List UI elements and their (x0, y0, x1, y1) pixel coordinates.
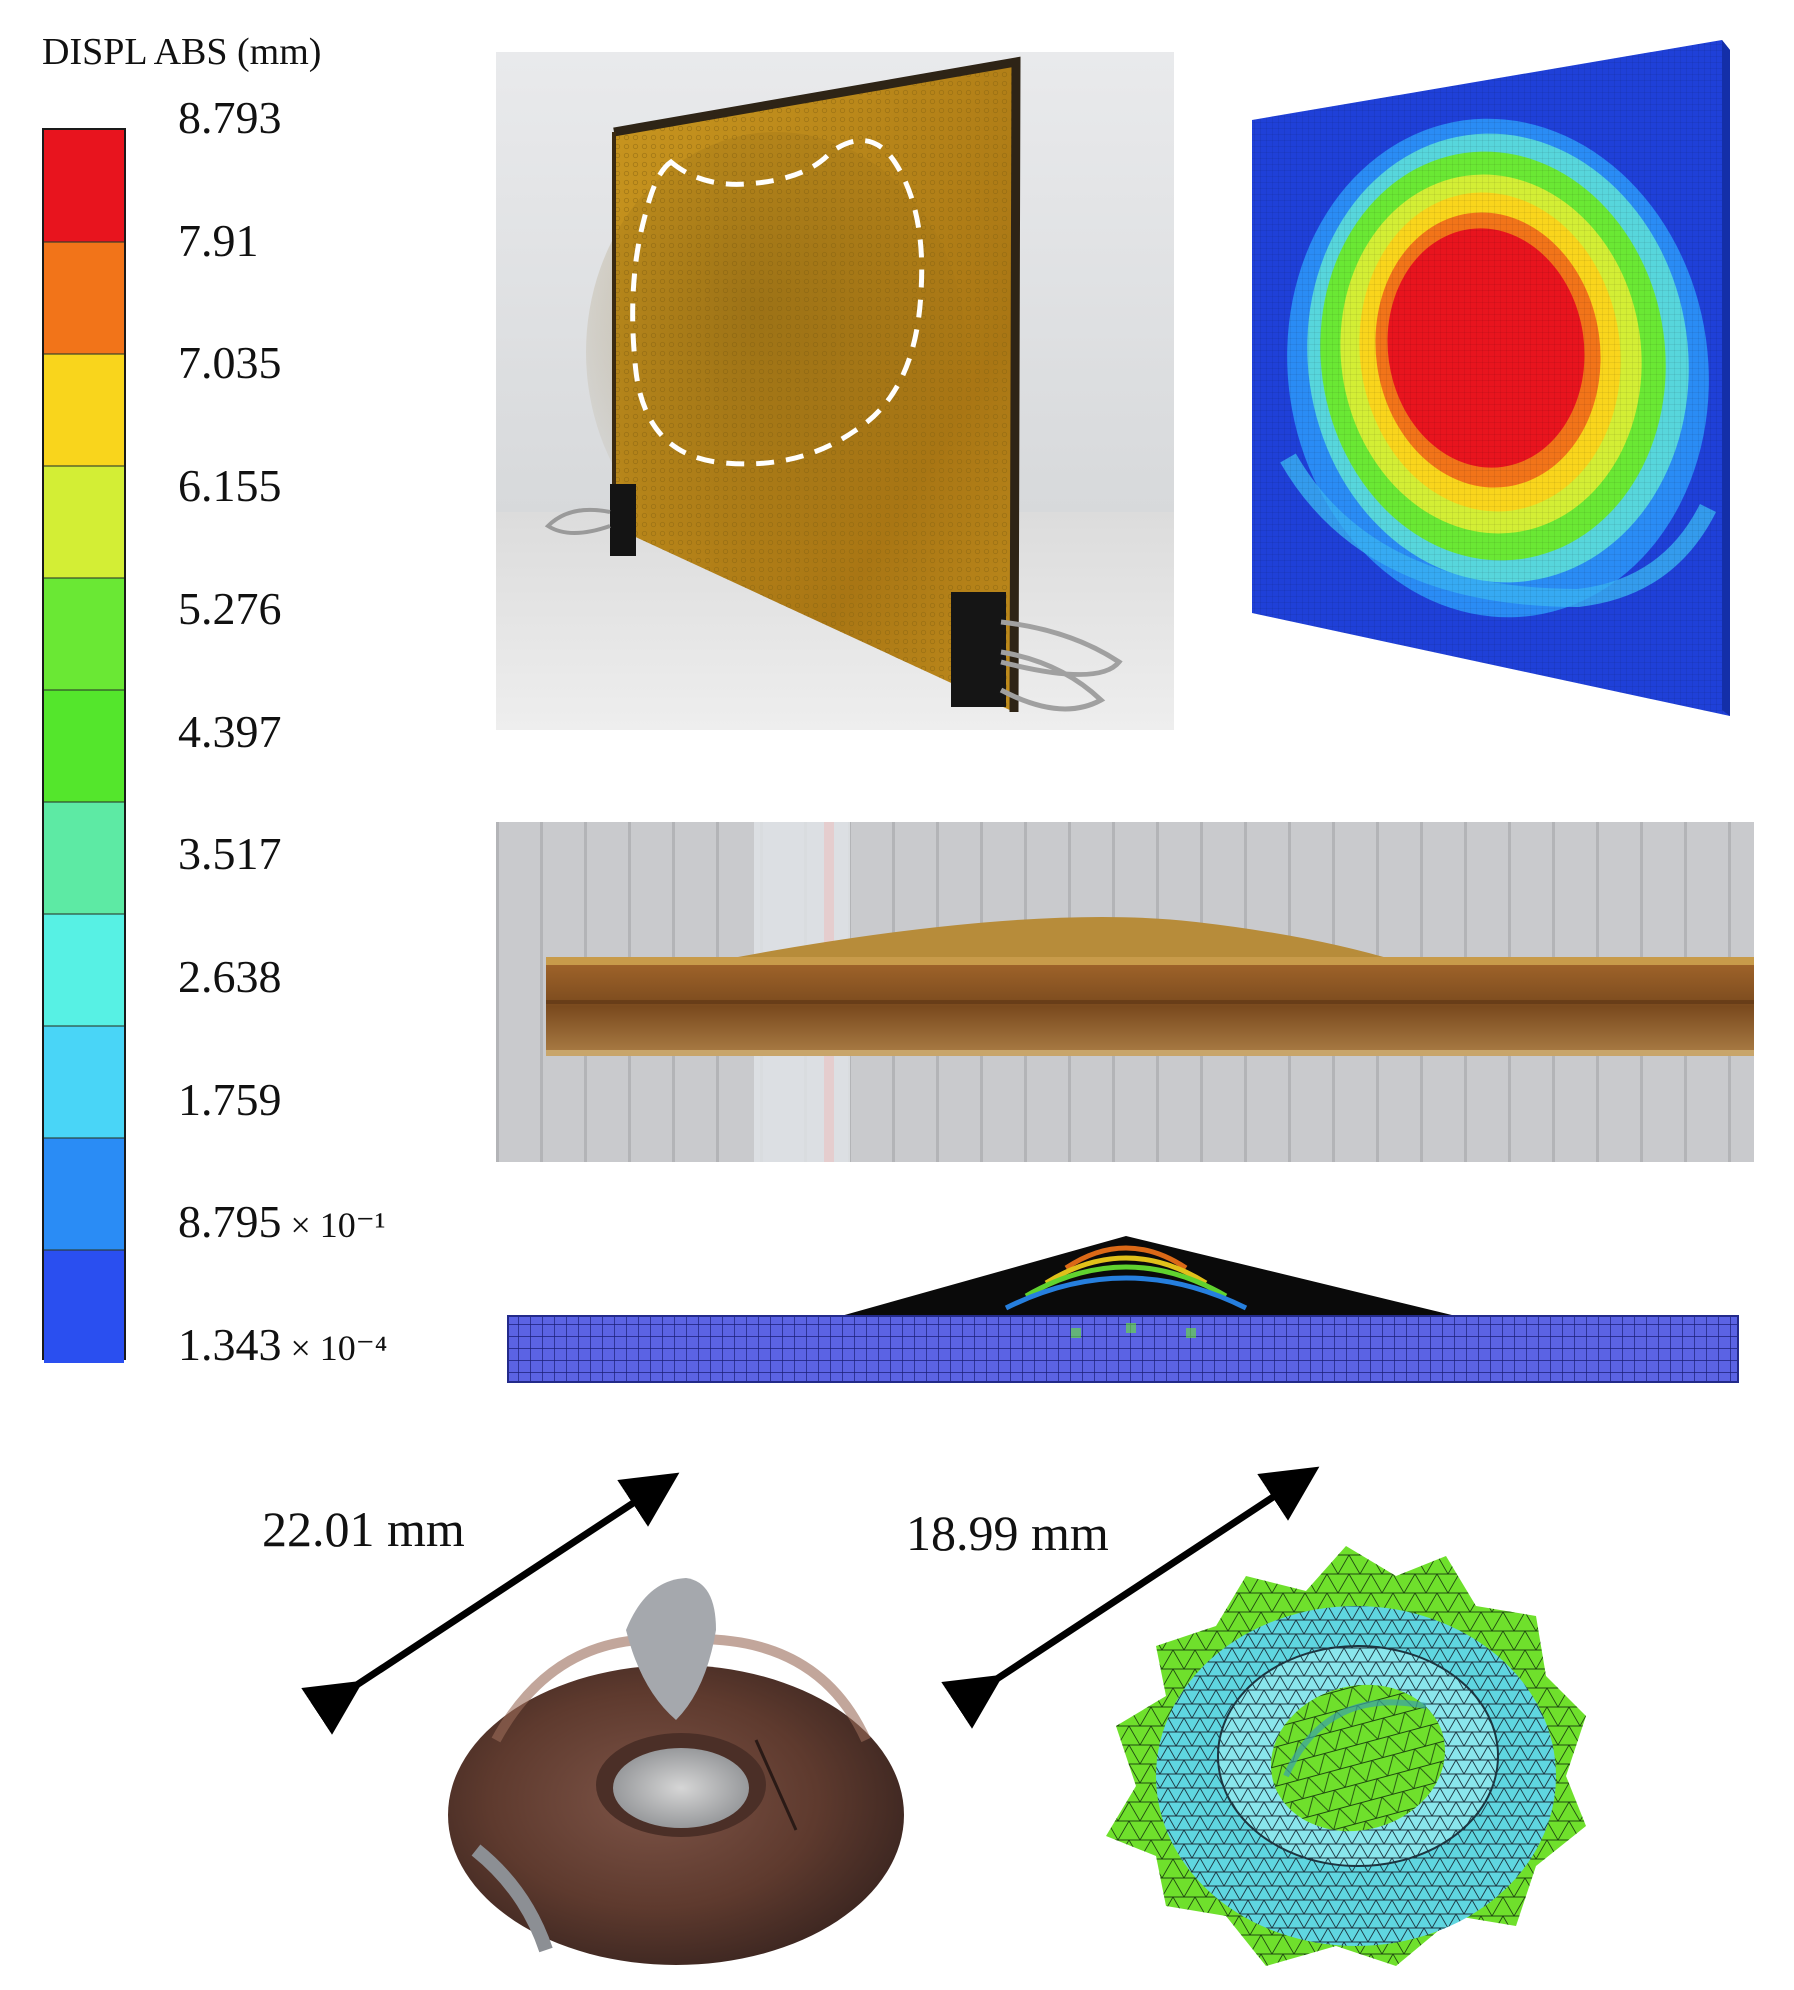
displacement-colorbar (42, 128, 126, 1363)
experiment-plate-photo (496, 52, 1174, 730)
colorbar-band (44, 802, 124, 915)
colorbar-tick-label: 3.517 (178, 831, 282, 877)
colorbar-tick-label: 8.795 × 10⁻¹ (178, 1199, 386, 1245)
colorbar-band (44, 1250, 124, 1363)
tick-value: 1.343 (178, 1319, 282, 1370)
colorbar-band-divider (44, 913, 124, 915)
experiment-dimension-label: 22.01 mm (262, 1501, 465, 1557)
colorbar-band-divider (44, 465, 124, 467)
colorbar-tick-label: 1.343 × 10⁻⁴ (178, 1322, 387, 1368)
colorbar-band (44, 690, 124, 803)
tick-value: 7.035 (178, 337, 282, 389)
colorbar-band (44, 914, 124, 1027)
tick-value: 3.517 (178, 828, 282, 880)
colorbar-tick-label: 1.759 (178, 1073, 282, 1125)
colorbar-band (44, 578, 124, 691)
colorbar-band-divider (44, 577, 124, 579)
colorbar-band-divider (44, 1137, 124, 1139)
colorbar-band-divider (44, 1025, 124, 1027)
colorbar-band (44, 354, 124, 467)
tick-value: 7.91 (178, 214, 259, 266)
tick-exponent: × 10⁻¹ (281, 1205, 386, 1246)
colorbar-band-divider (44, 689, 124, 691)
tick-value: 2.638 (178, 950, 282, 1002)
tick-value: 8.795 (178, 1196, 282, 1248)
colorbar-band-divider (44, 353, 124, 355)
colorbar-tick-label: 4.397 (178, 705, 282, 757)
tick-value: 5.276 (178, 582, 282, 634)
simulation-projectile-mesh (1096, 1536, 1602, 1980)
colorbar-band-divider (44, 801, 124, 803)
colorbar-band (44, 130, 124, 243)
colorbar-tick-label: 5.276 (178, 582, 282, 634)
colorbar-band (44, 466, 124, 579)
colorbar-band (44, 1138, 124, 1251)
colorbar-tick-label: 8.793 (178, 95, 282, 141)
tick-value: 8.793 (178, 92, 282, 143)
legend-title: DISPL ABS (mm) (42, 31, 322, 73)
colorbar-band-divider (44, 241, 124, 243)
simulation-side-section (506, 1228, 1742, 1388)
tick-value: 6.155 (178, 460, 282, 512)
colorbar-tick-label: 7.035 (178, 340, 282, 386)
colorbar-band (44, 242, 124, 355)
colorbar-tick-label: 6.155 (178, 463, 282, 509)
experiment-projectile-photo (436, 1570, 912, 1980)
tick-value: 1.759 (178, 1073, 282, 1125)
colorbar-tick-label: 7.91 (178, 214, 259, 266)
experiment-side-photo (496, 822, 1754, 1162)
simulation-dimension-label: 18.99 mm (906, 1505, 1109, 1561)
colorbar-band-divider (44, 1249, 124, 1251)
colorbar-band (44, 1026, 124, 1139)
tick-value: 4.397 (178, 705, 282, 757)
colorbar-tick-label: 2.638 (178, 950, 282, 1002)
tick-exponent: × 10⁻⁴ (281, 1328, 388, 1368)
simulation-plate-contour (1248, 38, 1738, 718)
